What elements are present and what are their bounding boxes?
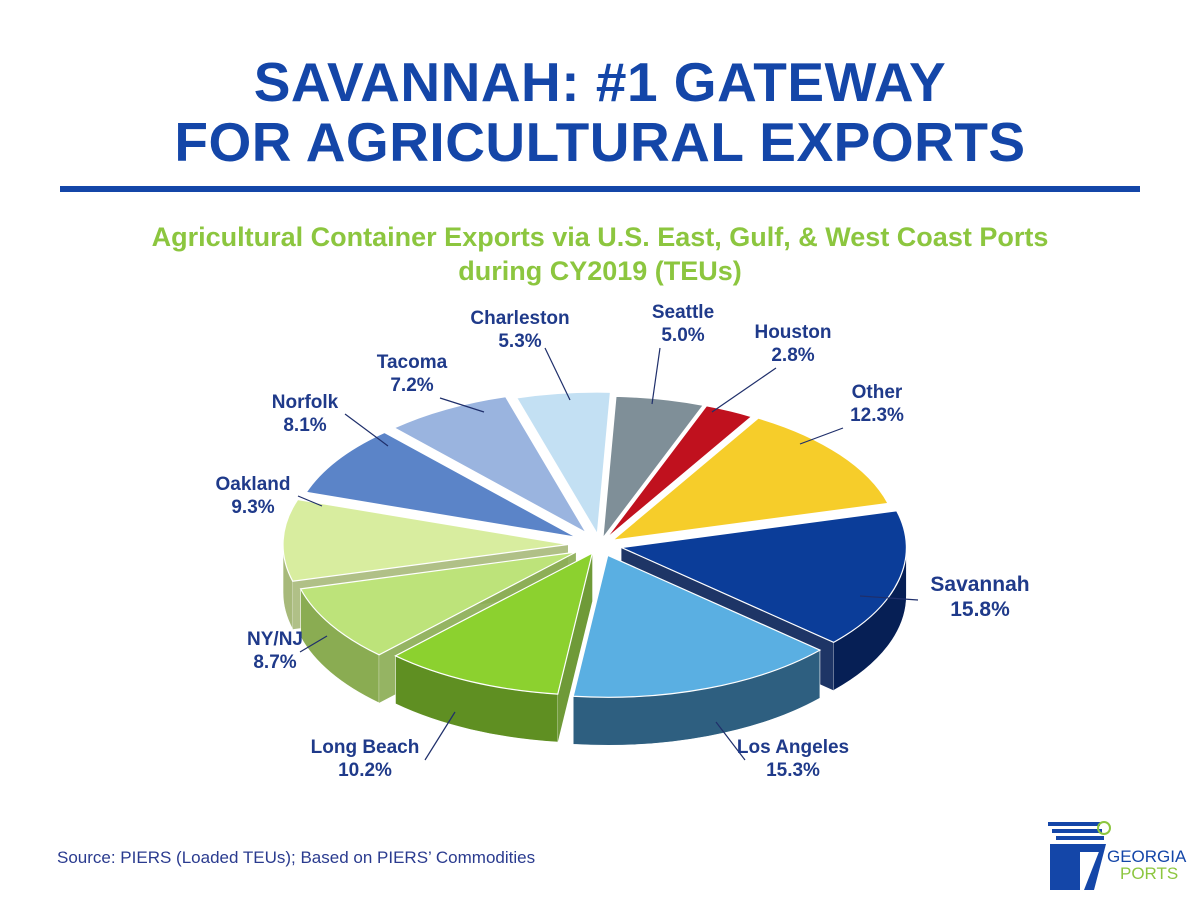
label-name-ny-nj: NY/NJ <box>247 629 303 650</box>
slice-tacoma <box>392 395 588 535</box>
slice-long-beach <box>394 551 594 695</box>
slice-other <box>610 417 889 542</box>
leader-savannah <box>859 595 919 601</box>
leader-tacoma <box>439 397 485 413</box>
slice-oakland <box>282 498 569 582</box>
label-name-charleston: Charleston <box>470 308 569 329</box>
label-value-other: 12.3% <box>850 405 904 426</box>
label-value-seattle: 5.0% <box>661 325 704 346</box>
label-value-norfolk: 8.1% <box>283 415 326 436</box>
label-name-long-beach: Long Beach <box>311 737 420 758</box>
slice-seattle <box>602 395 705 541</box>
page-title-line-1: SAVANNAH: #1 GATEWAY <box>253 51 947 113</box>
label-name-norfolk: Norfolk <box>272 392 339 413</box>
leader-norfolk <box>344 413 389 447</box>
leader-los-angeles <box>715 721 746 761</box>
leader-seattle <box>651 347 661 405</box>
slice-houston <box>605 405 753 540</box>
logo-text-ports: PORTS <box>1120 864 1179 883</box>
label-value-ny-nj: 8.7% <box>253 652 296 673</box>
slice-ny-nj <box>299 551 577 656</box>
chart-subtitle-line-1: Agricultural Container Exports via U.S. … <box>151 222 1049 252</box>
label-name-savannah: Savannah <box>930 573 1029 596</box>
label-name-other: Other <box>852 382 903 403</box>
pie-slices <box>282 391 907 698</box>
slice-norfolk <box>305 431 577 538</box>
label-value-houston: 2.8% <box>771 345 814 366</box>
label-name-seattle: Seattle <box>652 302 714 323</box>
slice-savannah <box>619 510 907 644</box>
label-name-houston: Houston <box>754 322 831 343</box>
slice-charleston <box>515 391 612 536</box>
leader-long-beach <box>424 711 456 761</box>
leader-oakland <box>297 495 323 507</box>
leader-charleston <box>544 347 571 401</box>
label-value-oakland: 9.3% <box>231 497 274 518</box>
leader-ny-nj <box>299 635 328 653</box>
label-value-los-angeles: 15.3% <box>766 760 820 781</box>
label-value-charleston: 5.3% <box>498 331 541 352</box>
label-name-tacoma: Tacoma <box>377 352 448 373</box>
label-name-oakland: Oakland <box>216 474 291 495</box>
source-note: Source: PIERS (Loaded TEUs); Based on PI… <box>57 848 536 867</box>
leader-other <box>799 427 844 445</box>
label-value-long-beach: 10.2% <box>338 760 392 781</box>
leader-houston <box>711 367 777 413</box>
slice-los-angeles <box>572 554 822 698</box>
title-divider <box>60 186 1140 192</box>
georgia-ports-logo-icon <box>1048 821 1111 890</box>
label-leaders <box>297 347 919 761</box>
label-name-los-angeles: Los Angeles <box>737 737 849 758</box>
label-value-tacoma: 7.2% <box>390 375 433 396</box>
label-value-savannah: 15.8% <box>950 598 1010 621</box>
page-title-line-2: FOR AGRICULTURAL EXPORTS <box>174 111 1026 173</box>
slice-wall-long-beach <box>557 553 593 743</box>
chart-subtitle-line-2: during CY2019 (TEUs) <box>458 256 742 286</box>
logo-text-georgia: GEORGIA <box>1107 847 1187 866</box>
